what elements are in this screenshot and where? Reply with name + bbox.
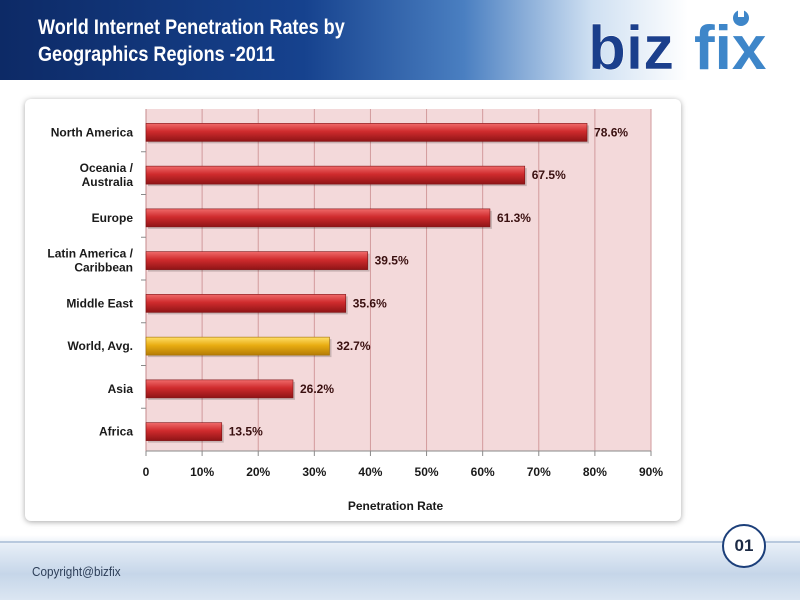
x-tick-label: 0 (143, 465, 150, 479)
category-label: North America (51, 125, 134, 139)
data-label: 39.5% (375, 254, 409, 268)
data-label: 61.3% (497, 211, 531, 225)
logo-text-fix: fix (694, 14, 767, 76)
category-label: Latin America / (47, 247, 133, 261)
data-label: 26.2% (300, 382, 334, 396)
category-label: Asia (108, 382, 134, 396)
bar (145, 294, 347, 313)
data-labels: 78.6% 67.5% 61.3% 39.5% 35.6% 32.7% 26.2% 13.5% (229, 125, 629, 438)
x-axis-title: Penetration Rate (348, 499, 444, 513)
category-label: Oceania / (80, 161, 134, 175)
bar (145, 123, 588, 142)
category-dividers (141, 151, 146, 409)
x-tick-label: 30% (302, 465, 326, 479)
bar-chart: 78.6% 67.5% 61.3% 39.5% 35.6% 32.7% 26.2% 13.5%… (47, 109, 663, 513)
footer-band (0, 535, 800, 600)
page-number-badge: 01 (722, 524, 766, 568)
x-tick-label: 20% (246, 465, 270, 479)
category-labels: North America Oceania /Australia Europe Lat… (47, 125, 133, 438)
bizfix-logo: biz fix (588, 10, 767, 76)
data-label: 32.7% (336, 339, 370, 353)
chart-card: 78.6% 67.5% 61.3% 39.5% 35.6% 32.7% 26.2% 13.5%… (25, 99, 681, 521)
bar (145, 379, 294, 399)
x-tick-label: 10% (190, 465, 214, 479)
x-tick-label: 70% (527, 465, 551, 479)
x-axis-ticks: 0 10% 20% 30% 40% 50% 60% 70% 80% 90% (143, 451, 663, 479)
copyright-text: Copyright@bizfix (32, 564, 121, 579)
data-label: 13.5% (229, 425, 263, 439)
x-tick-label: 90% (639, 465, 663, 479)
category-label: Caribbean (74, 261, 133, 275)
category-label: World, Avg. (67, 339, 133, 353)
footer-divider (0, 541, 800, 543)
bar-world-avg (145, 336, 330, 356)
bar (145, 165, 526, 185)
x-tick-label: 50% (415, 465, 439, 479)
bar (145, 251, 368, 270)
bar (145, 422, 223, 441)
x-tick-label: 80% (583, 465, 607, 479)
data-label: 67.5% (532, 168, 566, 182)
logo-text-biz: biz (588, 14, 674, 76)
page-title: World Internet Penetration Rates by Geog… (38, 14, 399, 68)
category-label: Australia (82, 175, 134, 189)
header-banner: World Internet Penetration Rates by Geog… (0, 0, 800, 80)
x-tick-label: 60% (471, 465, 495, 479)
bars (145, 123, 590, 443)
page-title-line-1: World Internet Penetration Rates by (38, 16, 345, 39)
bar (145, 208, 491, 228)
category-label: Middle East (66, 296, 133, 310)
data-label: 78.6% (594, 125, 628, 139)
category-label: Europe (92, 211, 134, 225)
category-label: Africa (99, 425, 133, 439)
wrench-icon (733, 10, 749, 26)
page-title-line-2: Geographics Regions -2011 (38, 43, 275, 66)
data-label: 35.6% (353, 296, 387, 310)
x-tick-label: 40% (358, 465, 382, 479)
